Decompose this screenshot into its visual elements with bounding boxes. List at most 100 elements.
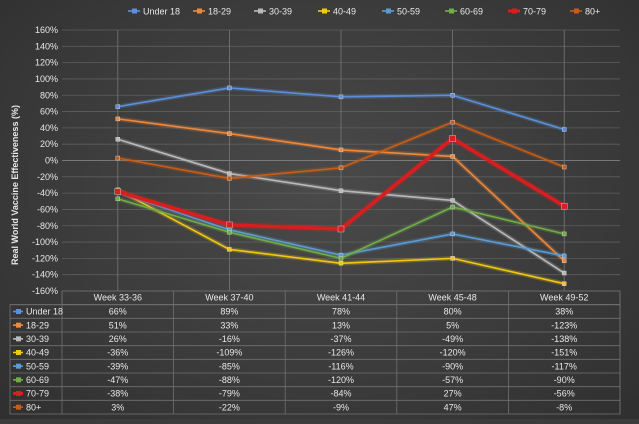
data-point <box>226 221 233 229</box>
data-point <box>450 204 455 210</box>
data-point <box>115 196 121 202</box>
data-label: -36% <box>107 348 128 358</box>
y-axis-label: Real World Vaccine Effectiveness (%) <box>10 105 20 265</box>
y-axis: 160% 140% 120% 100% 80% 60% 40% 20% 0% -20% -40% -6… <box>32 25 58 296</box>
data-label: -56% <box>554 389 575 399</box>
y-tick-label: -140% <box>32 270 58 280</box>
data-label: -84% <box>330 389 351 399</box>
data-label: 47% <box>444 402 462 412</box>
data-label: 13% <box>332 320 350 330</box>
data-label: 3% <box>111 402 124 412</box>
data-label: 33% <box>220 320 238 330</box>
y-tick-label: 80% <box>40 90 58 100</box>
legend-label: 50-59 <box>397 7 420 17</box>
legend-swatch-marker <box>322 8 327 14</box>
data-label: 27% <box>444 389 462 399</box>
data-label: -85% <box>219 361 240 371</box>
data-label: 26% <box>109 334 127 344</box>
y-tick-label: 140% <box>35 41 58 51</box>
y-tick-label: 20% <box>40 139 58 149</box>
y-tick-label: 160% <box>35 25 58 35</box>
data-point <box>562 281 567 286</box>
data-label: 78% <box>332 307 350 317</box>
legend-swatch-marker <box>512 8 517 14</box>
legend-swatch-marker <box>386 8 391 14</box>
table-row-swatch-marker <box>16 322 21 328</box>
legend-label: 60-69 <box>460 7 483 17</box>
table-row-label: Under 18 <box>26 307 63 317</box>
y-tick-label: -160% <box>32 286 58 296</box>
data-label: -8% <box>556 402 572 412</box>
data-point <box>227 230 232 235</box>
legend-swatch-marker <box>197 8 202 14</box>
y-tick-label: -60% <box>37 204 58 214</box>
x-tick-label: Week 41-44 <box>317 293 365 303</box>
table-row-swatch-marker <box>16 363 21 369</box>
data-label: -90% <box>554 375 575 385</box>
legend-swatch-marker <box>449 8 454 14</box>
table-row-label: 18-29 <box>26 320 49 330</box>
data-point <box>338 165 344 171</box>
y-tick-label: -40% <box>37 188 58 198</box>
table-row-label: 30-39 <box>26 334 49 344</box>
data-label: -120% <box>440 348 466 358</box>
y-tick-label: -120% <box>32 253 58 263</box>
table-row-swatch-marker <box>16 391 21 396</box>
data-point <box>562 270 567 276</box>
data-label: -126% <box>328 348 354 358</box>
table-row-label: 70-79 <box>26 389 49 399</box>
data-label: -138% <box>551 334 577 344</box>
data-label: -49% <box>442 334 463 344</box>
data-point <box>115 116 121 122</box>
legend-label: 40-49 <box>333 7 356 17</box>
data-point <box>227 171 232 176</box>
legend-swatch-marker <box>258 8 263 14</box>
data-point <box>562 258 567 264</box>
y-tick-label: 60% <box>40 107 58 117</box>
legend-label: 80+ <box>585 7 600 17</box>
data-label: 51% <box>109 320 127 330</box>
table-row-label: 60-69 <box>26 375 49 385</box>
table-row-label: 80+ <box>26 402 41 412</box>
x-tick-label: Week 37-40 <box>205 293 253 303</box>
data-label: -117% <box>552 361 577 371</box>
data-point <box>338 147 344 153</box>
series-lines <box>114 85 568 286</box>
table-row-swatch-marker <box>16 377 21 383</box>
data-point <box>561 202 568 210</box>
y-tick-label: 100% <box>35 74 58 84</box>
data-point <box>450 119 455 125</box>
data-point <box>338 261 344 266</box>
data-point <box>115 137 121 142</box>
legend-swatch-marker <box>574 8 579 14</box>
y-tick-label: 40% <box>40 123 58 133</box>
data-label: -22% <box>219 402 240 412</box>
data-label: 89% <box>220 307 238 317</box>
legend-swatch-marker <box>132 8 137 14</box>
legend-label: 30-39 <box>269 7 292 17</box>
table-row-swatch-marker <box>16 404 21 410</box>
data-label: -120% <box>328 375 354 385</box>
table-row-swatch-marker <box>16 350 21 355</box>
data-label: 38% <box>555 307 573 317</box>
data-label: -79% <box>219 389 240 399</box>
legend-label: 18-29 <box>208 7 231 17</box>
data-point <box>562 231 567 237</box>
data-label: -90% <box>442 361 463 371</box>
data-point <box>338 256 344 261</box>
data-point <box>450 93 455 98</box>
y-tick-label: -80% <box>37 221 58 231</box>
x-tick-label: Week 45-48 <box>428 293 476 303</box>
data-point <box>338 188 344 193</box>
data-label: -116% <box>328 361 353 371</box>
data-label: -37% <box>330 334 351 344</box>
legend: Under 18 18-29 30-39 40-49 50-59 60-69 70-79 80… <box>128 7 600 17</box>
data-point <box>227 131 232 136</box>
data-label: -123% <box>551 320 577 330</box>
data-label: -9% <box>333 402 349 412</box>
data-label: -47% <box>107 375 128 385</box>
data-point <box>562 164 567 170</box>
data-label: -16% <box>219 334 240 344</box>
